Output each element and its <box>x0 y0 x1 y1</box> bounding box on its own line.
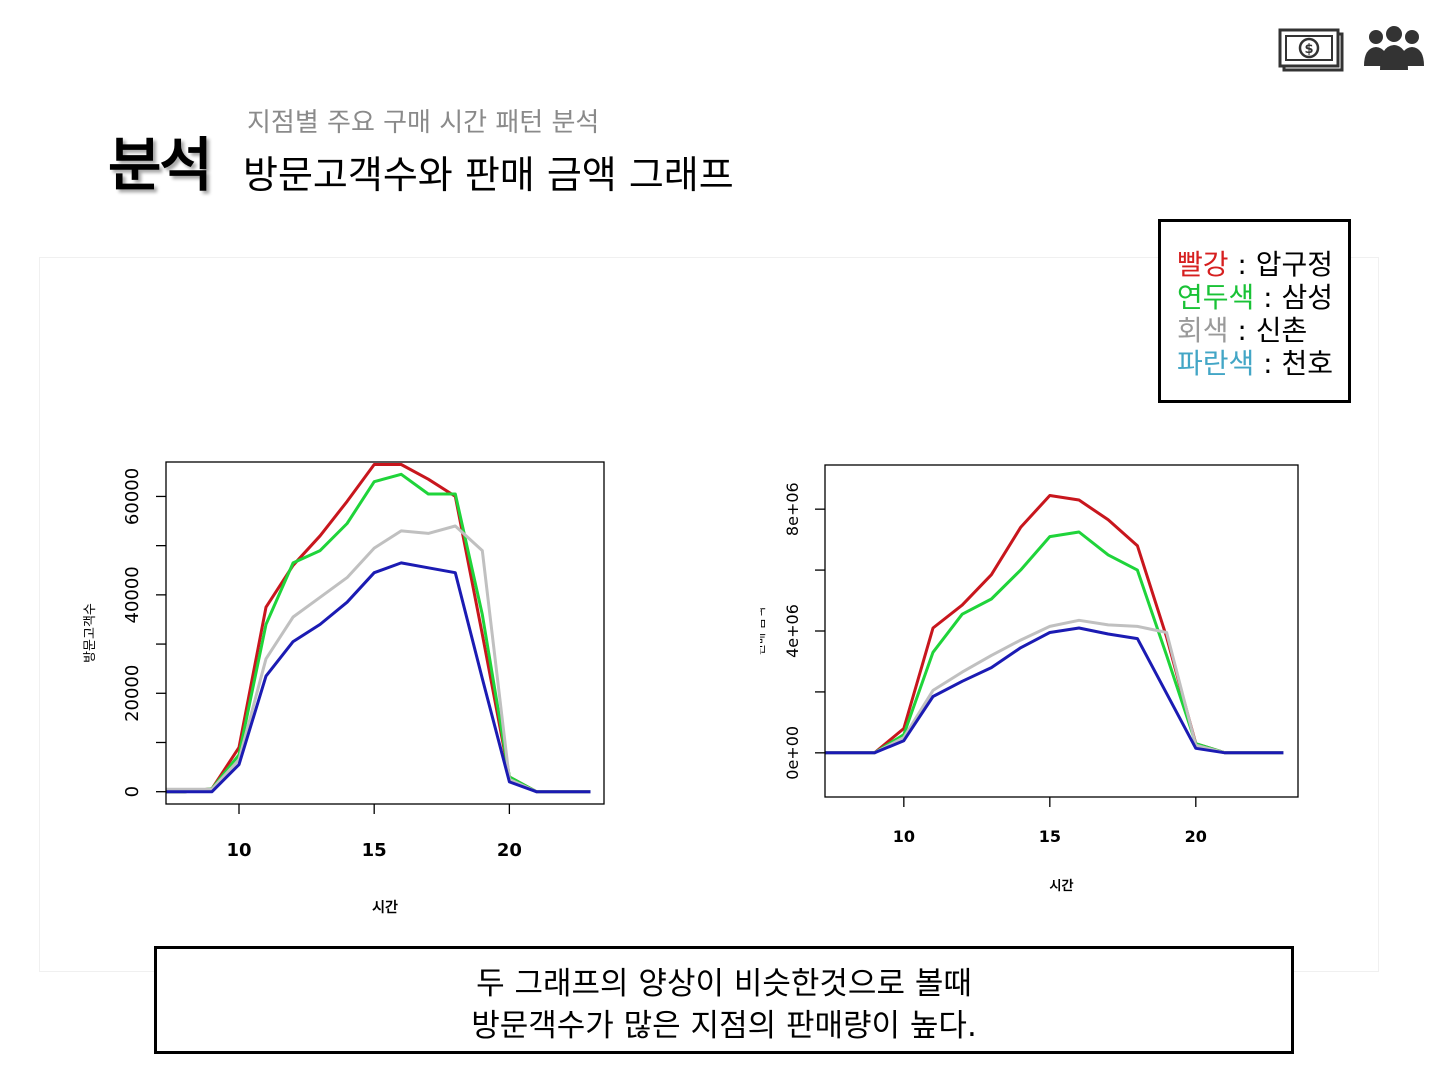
y-tick-label: 0e+00 <box>783 726 802 780</box>
conclusion-box: 두 그래프의 양상이 비슷한것으로 볼때 방문객수가 많은 지점의 판매량이 높… <box>154 946 1294 1054</box>
x-axis-label: 시간 <box>1050 878 1074 894</box>
series-line-3 <box>825 626 1284 755</box>
legend-color-label: 빨강 <box>1177 248 1229 281</box>
series-line-1 <box>166 472 591 794</box>
money-icon: $ <box>1278 28 1344 72</box>
y-tick-label: 8e+06 <box>783 482 802 536</box>
legend-separator: : <box>1228 248 1256 281</box>
conclusion-line-2: 방문객수가 많은 지점의 판매량이 높다. <box>471 1008 977 1044</box>
series-line-3 <box>166 561 591 794</box>
svg-text:$: $ <box>1304 42 1313 57</box>
legend-color-label: 연두색 <box>1177 281 1255 314</box>
color-legend: 빨강 : 압구정 연두색 : 삼성 회색 : 신촌 파란색 : 천호 <box>1158 219 1351 403</box>
sales-amount-chart: 10 15 20 0e+00 4e+06 8e+06 시간 판매 금액 <box>760 464 1299 894</box>
y-axis-label: 방문고객수 <box>83 603 98 663</box>
page-subtitle: 지점별 주요 구매 시간 패턴 분석 <box>247 108 600 138</box>
legend-store-label: 압구정 <box>1255 248 1334 281</box>
legend-store-label: 삼성 <box>1281 281 1334 314</box>
page-title: 방문고객수와 판매 금액 그래프 <box>243 153 734 197</box>
x-tick-label: 20 <box>1185 827 1207 846</box>
series-line-1 <box>825 530 1284 755</box>
x-tick-label: 10 <box>226 840 251 861</box>
x-axis-label: 시간 <box>372 899 398 916</box>
legend-color-label: 회색 <box>1177 314 1229 347</box>
plot-frame <box>165 461 605 805</box>
y-tick-label: 0 <box>122 786 143 797</box>
legend-item-samsung: 연두색 : 삼성 <box>1177 281 1348 314</box>
legend-color-label: 파란색 <box>1177 347 1255 380</box>
section-heading: 분석 <box>108 131 213 199</box>
x-tick-label: 15 <box>362 840 387 861</box>
chart-panel <box>39 257 1379 972</box>
x-tick-label: 15 <box>1039 827 1061 846</box>
legend-separator: : <box>1254 281 1282 314</box>
legend-separator: : <box>1228 314 1256 347</box>
legend-store-label: 신촌 <box>1255 314 1308 347</box>
legend-store-label: 천호 <box>1281 347 1334 380</box>
y-tick-label: 20000 <box>122 665 143 722</box>
x-tick-label: 10 <box>893 827 915 846</box>
x-tick-label: 20 <box>497 840 522 861</box>
legend-item-cheonho: 파란색 : 천호 <box>1177 347 1348 380</box>
y-tick-label: 4e+06 <box>783 604 802 658</box>
y-axis-label: 판매 금액 <box>760 607 767 655</box>
series-line-0 <box>825 494 1284 755</box>
legend-separator: : <box>1254 347 1282 380</box>
people-icon <box>1364 26 1424 70</box>
y-tick-label: 60000 <box>122 468 143 525</box>
legend-item-sinchon: 회색 : 신촌 <box>1177 314 1348 347</box>
visitor-count-chart: 10 15 20 0 20000 40000 60000 시간 방문고객수 <box>83 461 605 916</box>
header-icons: $ <box>1278 26 1424 72</box>
series-line-2 <box>166 524 591 794</box>
legend-item-apgujeong: 빨강 : 압구정 <box>1177 248 1348 281</box>
conclusion-line-1: 두 그래프의 양상이 비슷한것으로 볼때 <box>476 966 972 1002</box>
series-line-0 <box>166 463 591 794</box>
series-line-2 <box>825 618 1284 755</box>
y-tick-label: 40000 <box>122 566 143 623</box>
